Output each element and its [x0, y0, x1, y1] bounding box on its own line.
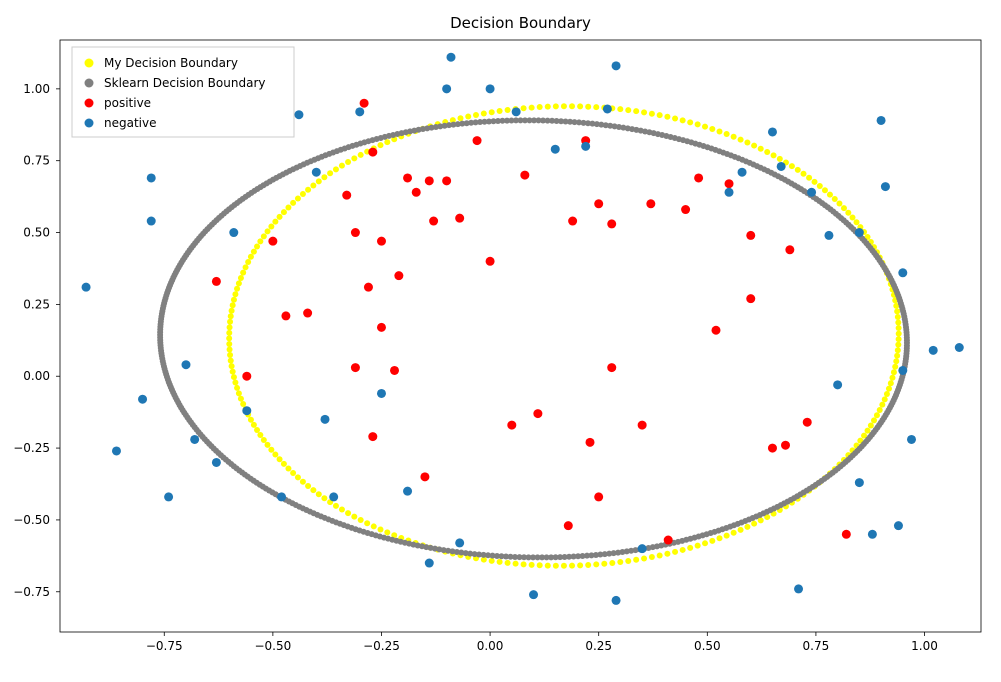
- svg-text:−0.50: −0.50: [254, 639, 291, 653]
- svg-text:0.75: 0.75: [23, 154, 50, 168]
- svg-text:−0.75: −0.75: [13, 585, 50, 599]
- svg-text:−0.25: −0.25: [363, 639, 400, 653]
- legend-marker: [85, 59, 94, 68]
- svg-text:Decision Boundary: Decision Boundary: [450, 14, 591, 32]
- legend-label: negative: [104, 116, 156, 130]
- legend-marker: [85, 79, 94, 88]
- svg-text:0.50: 0.50: [23, 226, 50, 240]
- svg-text:0.50: 0.50: [694, 639, 721, 653]
- legend: My Decision Boundary Sklearn Decision Bou…: [72, 47, 294, 137]
- svg-text:0.75: 0.75: [803, 639, 830, 653]
- scatter-chart: −0.75 −0.50 −0.25 0.00 0.25 0.50 0.75 1.00 −0.75…: [0, 0, 1001, 682]
- legend-marker: [85, 119, 94, 128]
- chart-container: −0.75 −0.50 −0.25 0.00 0.25 0.50 0.75 1.00 −0.75…: [0, 0, 1001, 682]
- svg-text:−0.25: −0.25: [13, 441, 50, 455]
- legend-label: Sklearn Decision Boundary: [104, 76, 265, 90]
- svg-text:0.00: 0.00: [23, 369, 50, 383]
- svg-text:0.25: 0.25: [23, 297, 50, 311]
- svg-text:−0.50: −0.50: [13, 513, 50, 527]
- svg-text:−0.75: −0.75: [146, 639, 183, 653]
- svg-text:1.00: 1.00: [23, 82, 50, 96]
- svg-text:0.00: 0.00: [477, 639, 504, 653]
- svg-text:0.25: 0.25: [585, 639, 612, 653]
- legend-label: My Decision Boundary: [104, 56, 238, 70]
- legend-label: positive: [104, 96, 151, 110]
- svg-text:1.00: 1.00: [911, 639, 938, 653]
- legend-marker: [85, 99, 94, 108]
